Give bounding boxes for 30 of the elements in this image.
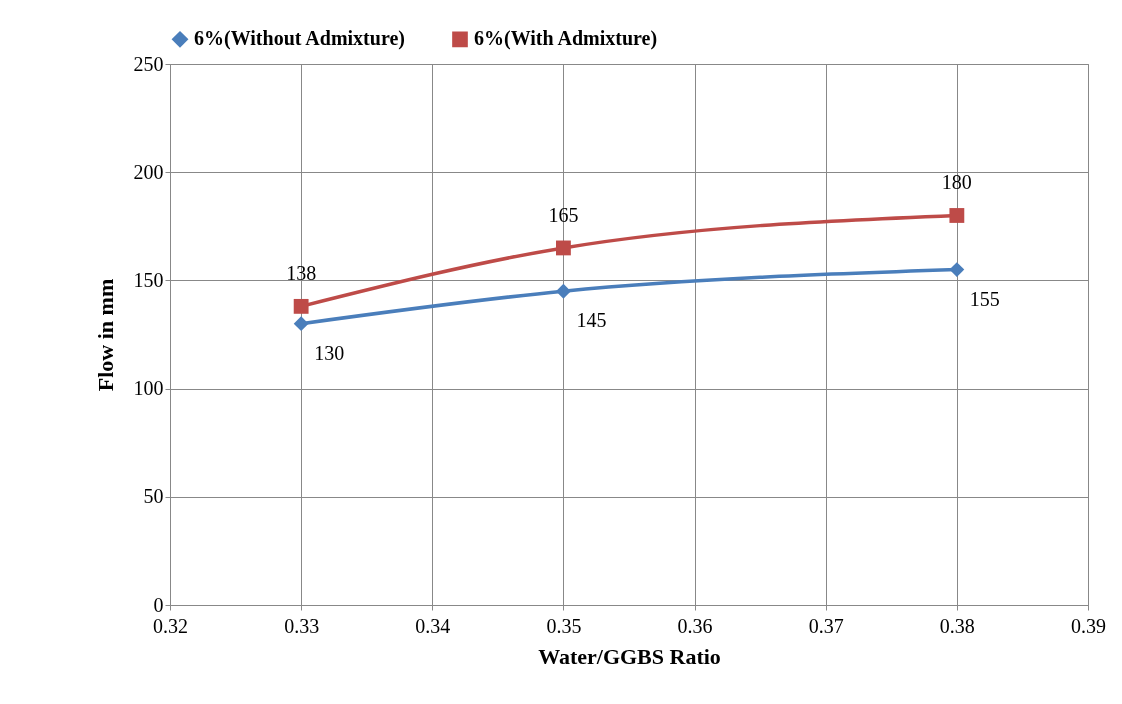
data-label: 138 — [286, 262, 317, 285]
x-tick-label: 0.38 — [939, 614, 975, 637]
point — [556, 283, 571, 299]
point — [556, 240, 571, 256]
data-label: 130 — [314, 341, 345, 364]
legend-label: 6%(With Admixture) — [474, 27, 658, 51]
x-tick-label: 0.33 — [284, 614, 320, 637]
y-axis-title: Flow in mm — [92, 278, 118, 392]
x-tick-label: 0.37 — [808, 614, 844, 637]
y-tick-label: 150 — [133, 268, 164, 291]
data-label: 180 — [941, 171, 972, 194]
y-tick-label: 0 — [153, 593, 164, 616]
x-tick-label: 0.32 — [153, 614, 188, 637]
y-tick-label: 250 — [133, 52, 164, 75]
point — [949, 208, 965, 223]
x-tick-label: 0.36 — [677, 614, 713, 637]
y-tick-label: 200 — [133, 160, 164, 183]
x-tick-label: 0.35 — [546, 614, 582, 637]
y-tick-label: 100 — [133, 377, 164, 400]
y-tick-label: 50 — [143, 485, 164, 508]
legend-label: 6%(Without Admixture) — [194, 27, 405, 51]
data-label: 165 — [548, 203, 579, 226]
point — [293, 298, 309, 314]
data-label: 145 — [576, 309, 607, 332]
x-tick-label: 0.34 — [415, 614, 451, 637]
x-axis-title: Water/GGBS Ratio — [538, 643, 721, 669]
data-label: 155 — [969, 287, 1000, 310]
point — [293, 316, 309, 332]
point — [949, 262, 965, 277]
x-tick-label: 0.39 — [1071, 614, 1106, 637]
